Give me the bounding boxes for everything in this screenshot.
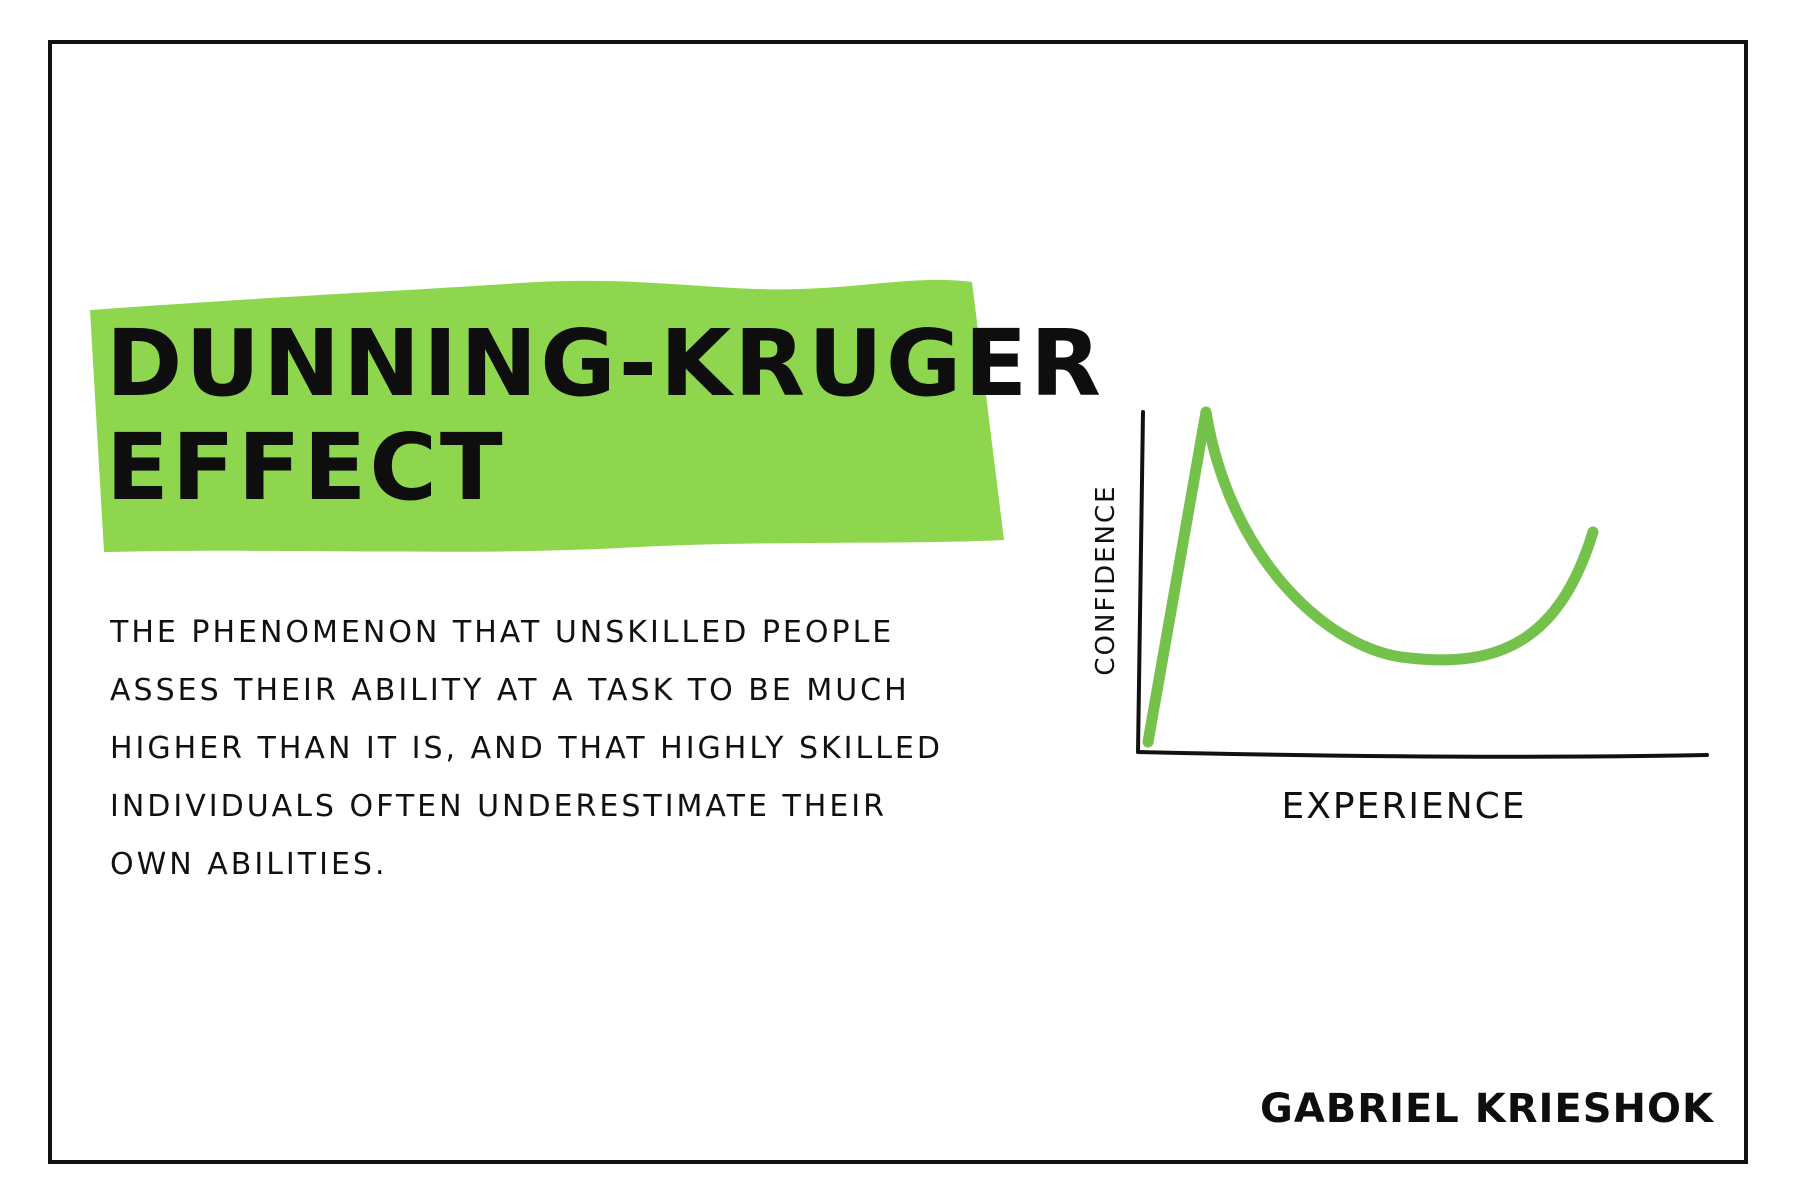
y-axis-label: CONFIDENCE [1091,484,1121,675]
x-axis-label: EXPERIENCE [1281,786,1526,827]
card-frame [48,40,1748,1164]
x-axis [1136,750,1709,759]
description-line: OWN ABILITIES. [110,847,388,882]
description: THE PHENOMENON THAT UNSKILLED PEOPLE ASS… [110,604,1010,894]
signature: GABRIEL KRIESHOK [1260,1086,1714,1132]
description-line: INDIVIDUALS OFTEN UNDERESTIMATE THEIR [110,789,887,824]
description-line: HIGHER THAN IT IS, AND THAT HIGHLY SKILL… [110,731,943,766]
description-line: THE PHENOMENON THAT UNSKILLED PEOPLE [110,615,895,650]
description-line: ASSES THEIR ABILITY AT A TASK TO BE MUCH [110,673,910,708]
confidence-curve [1142,406,1599,748]
highlight-shape [90,279,1004,552]
y-axis [1136,410,1145,754]
